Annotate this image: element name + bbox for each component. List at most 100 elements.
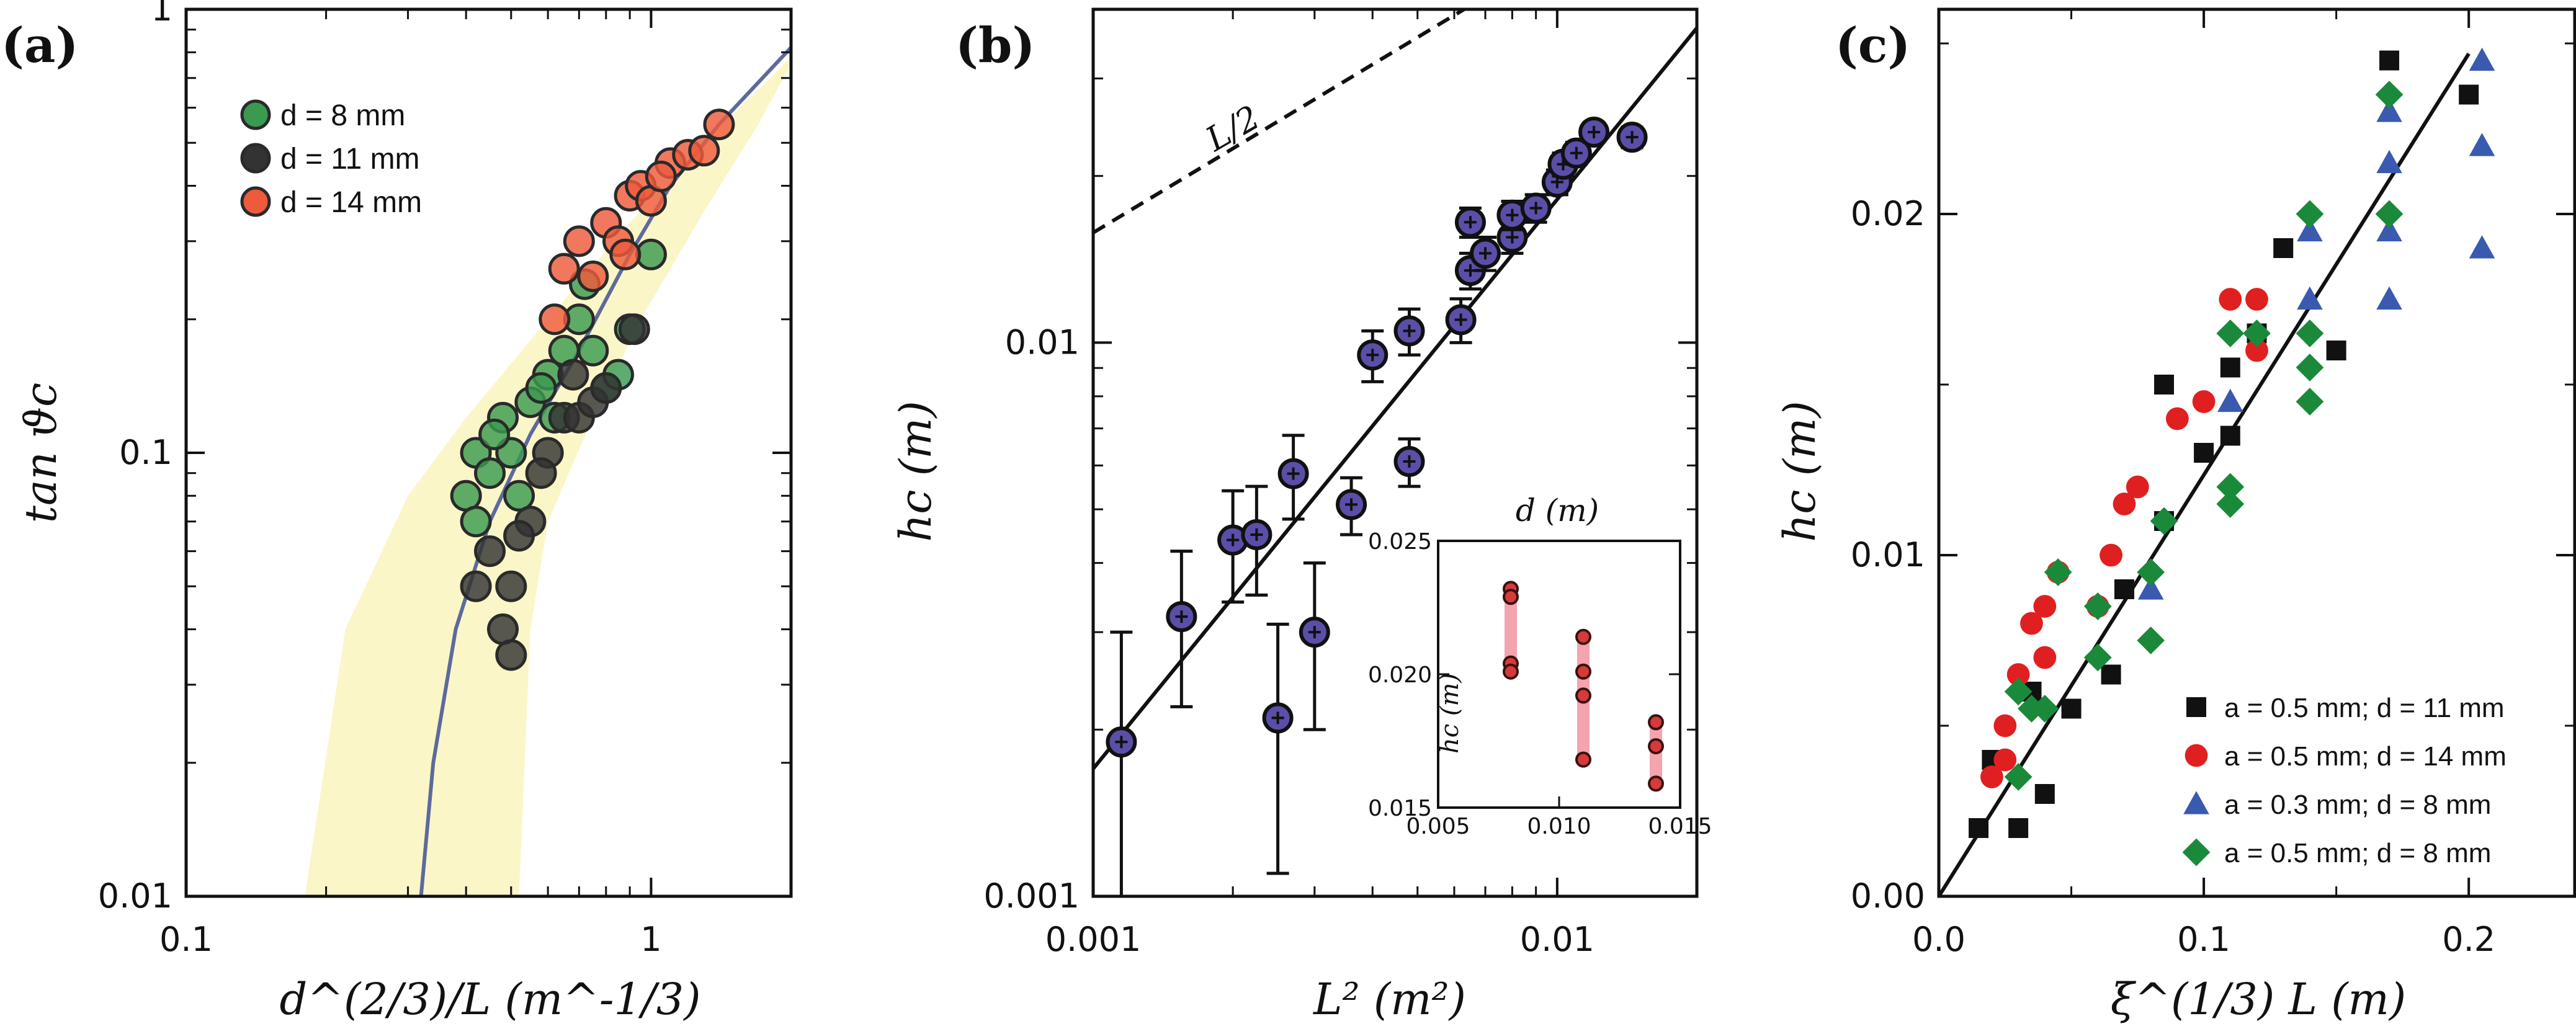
- legend-marker: [2182, 838, 2211, 867]
- inset-title: d (m): [1516, 492, 1599, 528]
- data-point: [2137, 576, 2164, 600]
- legend-marker: [2185, 744, 2208, 767]
- inset-frame: [1437, 540, 1681, 809]
- panel-a-label: (a): [1, 17, 78, 74]
- data-point: [2137, 626, 2165, 654]
- data-point: [2083, 592, 2112, 620]
- data-point: [2216, 490, 2245, 518]
- legend-label: d = 11 mm: [280, 143, 420, 176]
- data-point: [2217, 388, 2243, 412]
- inset-data-point: [1503, 589, 1519, 605]
- data-point: [525, 457, 557, 489]
- data-point: [2008, 818, 2029, 838]
- x-tick-label: 0.0: [1912, 920, 1966, 959]
- y-tick-label: 0.001: [983, 876, 1080, 916]
- inset-x-tick-label: 0.015: [1648, 814, 1712, 839]
- data-point: [474, 535, 506, 568]
- inset-data-point: [1648, 738, 1664, 755]
- data-point: [2469, 133, 2495, 156]
- x-tick-label: 0.1: [159, 920, 213, 959]
- legend-label: d = 8 mm: [280, 99, 405, 132]
- inset-y-tick-label: 0.025: [1368, 529, 1432, 555]
- data-point: [688, 135, 720, 167]
- data-point: [2220, 357, 2240, 378]
- y-tick-label: 0.02: [1851, 194, 1925, 233]
- data-point: [2194, 443, 2214, 463]
- data-point: [2219, 288, 2242, 311]
- data-point: [1993, 748, 2017, 772]
- data-point: [2006, 663, 2030, 686]
- legend-label: a = 0.3 mm; d = 8 mm: [2224, 790, 2491, 820]
- data-point: [2101, 664, 2121, 685]
- y-tick-label: 0.01: [98, 876, 172, 916]
- data-point: [2083, 643, 2112, 672]
- data-point: [460, 506, 492, 538]
- data-point: [2020, 612, 2043, 635]
- legend-marker: [240, 186, 271, 217]
- x-tick-label: 0.2: [2442, 920, 2495, 959]
- data-point: [503, 479, 535, 512]
- data-point: [1980, 765, 2003, 788]
- y-tick-label: 0.1: [119, 433, 172, 472]
- y-tick-label: 1: [151, 0, 172, 29]
- data-point: [2150, 507, 2178, 535]
- data-point: [2061, 698, 2082, 719]
- dashed-reference-line: [1093, 9, 1465, 234]
- inset-data-point: [1575, 751, 1591, 768]
- data-point: [2459, 84, 2479, 105]
- data-point: [548, 252, 580, 285]
- fit-line: [1093, 27, 1697, 770]
- inset-y-tick-label: 0.015: [1368, 796, 1432, 821]
- legend-marker: [2186, 697, 2206, 717]
- legend-marker: [240, 99, 271, 130]
- x-tick-label: 1: [640, 920, 661, 959]
- legend-marker: [240, 143, 271, 174]
- x-axis-label: ξ^(1/3) L (m): [2111, 974, 2406, 1025]
- data-point: [2296, 354, 2324, 381]
- data-point: [2469, 235, 2495, 259]
- data-point: [2004, 677, 2033, 706]
- data-point: [2165, 407, 2189, 430]
- legend-label: a = 0.5 mm; d = 11 mm: [2224, 693, 2505, 723]
- x-axis-label: d^(2/3)/L (m^-1/3): [279, 974, 700, 1025]
- data-point: [563, 225, 595, 257]
- x-tick-label: 0.1: [2177, 920, 2230, 959]
- data-point: [2245, 339, 2268, 362]
- data-point: [635, 238, 667, 270]
- data-point: [2113, 492, 2136, 515]
- x-tick-label: 0.001: [1045, 920, 1142, 959]
- panel-c-label: (c): [1835, 17, 1910, 74]
- data-point: [703, 109, 735, 141]
- data-point: [2137, 558, 2165, 586]
- inset-data-point: [1503, 663, 1519, 680]
- data-point: [2296, 388, 2324, 416]
- data-point: [2044, 558, 2072, 586]
- y-tick-label: 0.01: [1005, 323, 1080, 362]
- data-point: [577, 334, 609, 367]
- data-point: [2033, 646, 2057, 669]
- plot-frame: [1937, 7, 2576, 898]
- data-point: [1969, 818, 1989, 838]
- data-point: [539, 303, 571, 336]
- data-point: [557, 359, 589, 391]
- legend-label: a = 0.5 mm; d = 14 mm: [2224, 741, 2507, 772]
- data-point: [2216, 319, 2245, 347]
- data-point: [474, 457, 506, 489]
- y-tick-label: 0.00: [1851, 876, 1925, 916]
- inset: 0.005 0.010 0.015 0.015 0.020 0.025 d (m) hc (m…: [1368, 492, 1712, 839]
- data-point: [2376, 99, 2402, 122]
- data-point: [2376, 149, 2402, 174]
- plot-area: [305, 46, 791, 896]
- inset-data-point: [1575, 663, 1591, 680]
- data-point: [2376, 218, 2402, 242]
- legend-label: d = 14 mm: [280, 186, 422, 219]
- data-point: [1993, 714, 2017, 738]
- data-point: [2375, 200, 2404, 228]
- legend-marker: [2183, 791, 2209, 814]
- y-axis-label: hc (m): [1774, 401, 1825, 542]
- data-point: [2296, 200, 2324, 228]
- data-point: [645, 160, 677, 192]
- data-point: [2376, 286, 2402, 310]
- data-point: [2326, 341, 2346, 360]
